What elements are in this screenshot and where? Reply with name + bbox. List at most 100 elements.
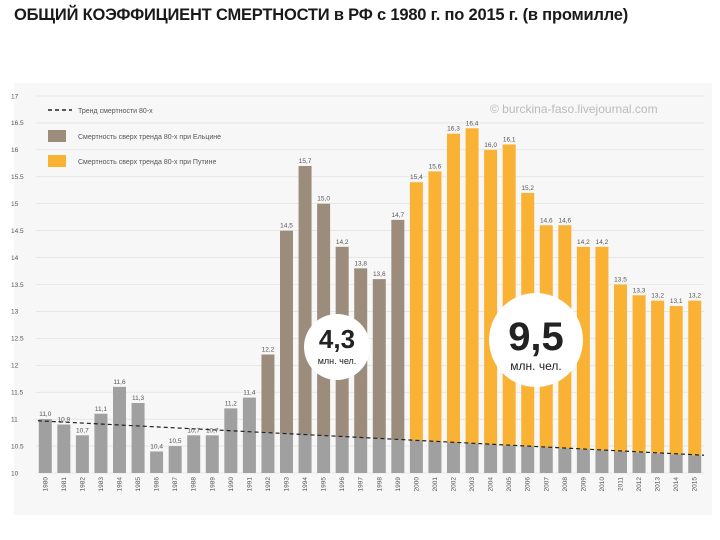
- x-tick-label: 2004: [488, 477, 495, 492]
- x-tick-label: 1999: [395, 477, 402, 492]
- bar-excess-2013: [651, 300, 665, 454]
- slide-title: ОБЩИЙ КОЭФФИЦИЕНТ СМЕРТНОСТИ в РФ с 1980…: [14, 6, 629, 24]
- bar-excess-2001: [428, 171, 442, 442]
- bar-1984: [113, 386, 126, 473]
- trend-line: [37, 420, 705, 456]
- bar-base-2014: [669, 454, 683, 473]
- bar-base-2001: [428, 441, 442, 473]
- axis-ticks: 10 10.5 11 11.5 12 12.5 13 13.5 14 14.5 15 15.5 16 16…: [11, 93, 699, 491]
- data-label-1986: 10,4: [150, 443, 163, 450]
- bar-base-2002: [447, 442, 460, 473]
- bar-base-2013: [651, 453, 665, 473]
- data-label-2003: 16,4: [466, 120, 479, 127]
- x-tick-label: 1995: [321, 477, 328, 492]
- putin-callout-unit: млн. чел.: [510, 359, 561, 373]
- data-labels: 11,0 10,9 10,7 11,1 11,6 11,3 10,4 10,5 10,7 10,7…: [39, 120, 701, 450]
- putin-callout: 9,5 млн. чел.: [489, 293, 583, 387]
- data-label-1980: 11,0: [39, 411, 52, 418]
- x-tick-label: 1990: [228, 477, 235, 492]
- bar-excess-2011: [614, 284, 627, 452]
- data-label-2006: 15,2: [521, 185, 534, 192]
- bar-excess-2003: [465, 128, 479, 444]
- bar-excess-1993: [280, 230, 293, 434]
- bar-base-2015: [688, 455, 702, 473]
- data-label-2010: 14,2: [596, 239, 609, 246]
- bar-base-2007: [539, 447, 553, 473]
- x-tick-label: 2007: [543, 477, 550, 492]
- x-tick-label: 1993: [284, 477, 291, 492]
- bar-excess-1992: [261, 354, 275, 433]
- bar-excess-1999: [391, 219, 405, 440]
- data-label-2002: 16,3: [447, 126, 460, 133]
- bar-excess-1998: [372, 279, 386, 439]
- data-label-1999: 14,7: [392, 212, 405, 219]
- x-tick-label: 2011: [618, 477, 625, 491]
- y-tick-label: 13: [11, 309, 19, 316]
- x-tick-label: 1984: [117, 477, 124, 492]
- x-tick-label: 1994: [302, 477, 309, 492]
- y-tick-label: 16: [11, 147, 19, 154]
- bar-1990: [224, 408, 238, 473]
- yeltsin-callout-circle: [304, 314, 370, 380]
- bar-base-1992: [261, 432, 275, 473]
- bar-base-1993: [280, 433, 293, 473]
- legend: Тренд смертности 80-х Смертность сверх т…: [48, 108, 221, 167]
- y-tick-label: 14.5: [11, 228, 24, 235]
- x-tick-label: 2009: [580, 477, 587, 492]
- bar-excess-2004: [484, 149, 498, 445]
- data-label-1994: 15,7: [299, 158, 312, 165]
- y-tick-label: 10: [11, 470, 19, 477]
- bar-excess-2005: [502, 144, 516, 446]
- bar-base-2000: [409, 440, 423, 473]
- y-tick-label: 10.5: [11, 443, 24, 450]
- bar-1991: [242, 397, 256, 473]
- data-label-2011: 13,5: [614, 277, 627, 284]
- data-label-1992: 12,2: [262, 347, 275, 354]
- data-label-2008: 14,6: [559, 217, 572, 224]
- bar-1982: [75, 435, 89, 473]
- gridlines: [36, 95, 704, 474]
- bar-1983: [94, 413, 108, 473]
- legend-putin-label: Смертность сверх тренда 80-х при Путине: [78, 159, 216, 166]
- data-label-2014: 13,1: [670, 298, 683, 305]
- legend-yeltsin-label: Смертность сверх тренда 80-х при Ельцине: [78, 134, 221, 141]
- bar-base-1995: [317, 435, 331, 473]
- bar-excess-2002: [447, 133, 460, 443]
- data-label-1996: 14,2: [336, 239, 349, 246]
- bar-excess-2015: [688, 300, 702, 456]
- data-label-2009: 14,2: [577, 239, 590, 246]
- bar-base-2005: [502, 445, 516, 473]
- x-tick-label: 1985: [135, 477, 142, 492]
- putin-callout-circle: [489, 293, 583, 387]
- x-tick-label: 2006: [525, 477, 532, 492]
- data-label-1989: 10,7: [206, 427, 219, 434]
- legend-putin-swatch: [48, 155, 66, 167]
- data-label-1987: 10,5: [169, 438, 182, 445]
- x-tick-label: 1992: [265, 477, 272, 492]
- x-tick-label: 1986: [154, 477, 161, 492]
- data-label-2012: 13,3: [633, 287, 646, 294]
- x-tick-label: 1982: [79, 477, 86, 492]
- data-label-1984: 11,6: [113, 379, 126, 386]
- y-tick-label: 17: [11, 93, 19, 100]
- bar-excess-2010: [595, 246, 609, 451]
- data-label-1997: 13,8: [354, 260, 367, 267]
- data-label-1993: 14,5: [280, 223, 293, 230]
- data-label-2000: 15,4: [410, 174, 423, 181]
- bar-excess-2009: [576, 246, 590, 450]
- data-label-1998: 13,6: [373, 271, 386, 278]
- data-label-1985: 11,3: [132, 395, 145, 402]
- x-tick-label: 1983: [98, 477, 105, 492]
- x-tick-label: 1989: [209, 477, 216, 492]
- data-label-2004: 16,0: [484, 142, 497, 149]
- bar-base-1999: [391, 439, 405, 473]
- x-tick-label: 1998: [376, 477, 383, 492]
- y-tick-label: 15: [11, 201, 19, 208]
- bar-base-2004: [484, 444, 498, 473]
- x-tick-label: 1980: [42, 477, 49, 492]
- x-tick-label: 2005: [506, 477, 513, 492]
- data-label-1995: 15,0: [317, 196, 330, 203]
- y-tick-label: 11.5: [11, 390, 24, 397]
- trend-line-layer: [37, 420, 705, 456]
